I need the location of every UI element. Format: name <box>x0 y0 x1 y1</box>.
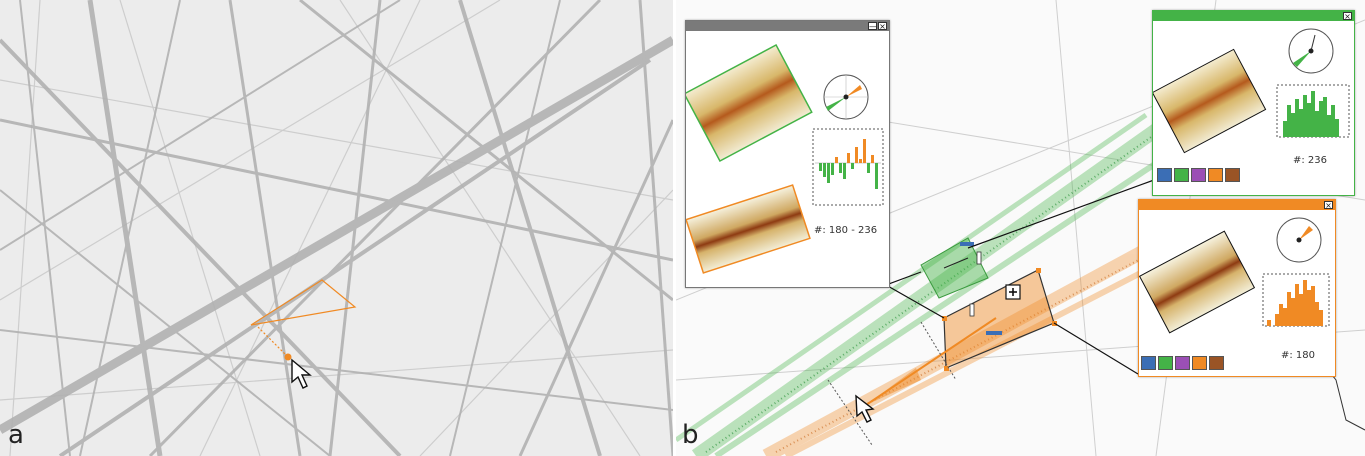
panel-label-b: b <box>682 420 699 450</box>
compass-rose-icon <box>1288 28 1334 74</box>
orange-window-visuals <box>1139 217 1330 334</box>
orange-texture-patch <box>686 184 811 274</box>
swatch-brown[interactable] <box>1209 356 1224 370</box>
comparison-titlebar[interactable]: — × <box>686 21 889 31</box>
minimize-button[interactable]: — <box>868 22 877 31</box>
close-button[interactable]: × <box>1343 12 1352 21</box>
green-selection-window[interactable]: × <box>1152 10 1355 196</box>
green-texture-patch <box>1153 48 1267 154</box>
fiber-analysis-panel-b[interactable]: — × <box>676 0 1365 456</box>
comparison-visuals <box>686 44 884 274</box>
orange-texture-patch <box>1139 230 1256 334</box>
color-swatch-row <box>1141 356 1224 370</box>
green-window-visuals <box>1153 28 1350 154</box>
swatch-green[interactable] <box>1158 356 1173 370</box>
count-label: #: 236 <box>1293 155 1328 166</box>
swatch-brown[interactable] <box>1225 168 1240 182</box>
orange-selection-window[interactable]: × <box>1138 199 1336 377</box>
close-button[interactable]: × <box>1324 201 1333 210</box>
panel-label-a: a <box>8 420 24 450</box>
close-button[interactable]: × <box>878 22 887 31</box>
fiber-network-image <box>0 0 673 456</box>
swatch-green[interactable] <box>1174 168 1189 182</box>
compass-rose-icon <box>823 74 869 120</box>
count-range-label: #: 180 - 236 <box>814 225 878 236</box>
green-titlebar[interactable]: × <box>1153 11 1354 21</box>
plus-square-icon[interactable] <box>1005 284 1021 300</box>
difference-histogram <box>812 128 884 206</box>
swatch-blue[interactable] <box>1157 168 1172 182</box>
green-histogram <box>1276 84 1350 138</box>
comparison-window[interactable]: — × <box>685 20 890 288</box>
swatch-blue[interactable] <box>1141 356 1156 370</box>
fiber-image-panel-a[interactable]: a <box>0 0 673 456</box>
orange-histogram <box>1262 273 1330 327</box>
swatch-orange[interactable] <box>1192 356 1207 370</box>
orange-titlebar[interactable]: × <box>1139 200 1335 210</box>
swatch-orange[interactable] <box>1208 168 1223 182</box>
green-texture-patch <box>686 44 813 162</box>
swatch-purple[interactable] <box>1191 168 1206 182</box>
count-label: #: 180 <box>1281 350 1316 361</box>
compass-rose-icon <box>1276 217 1322 263</box>
swatch-purple[interactable] <box>1175 356 1190 370</box>
color-swatch-row <box>1157 168 1240 182</box>
